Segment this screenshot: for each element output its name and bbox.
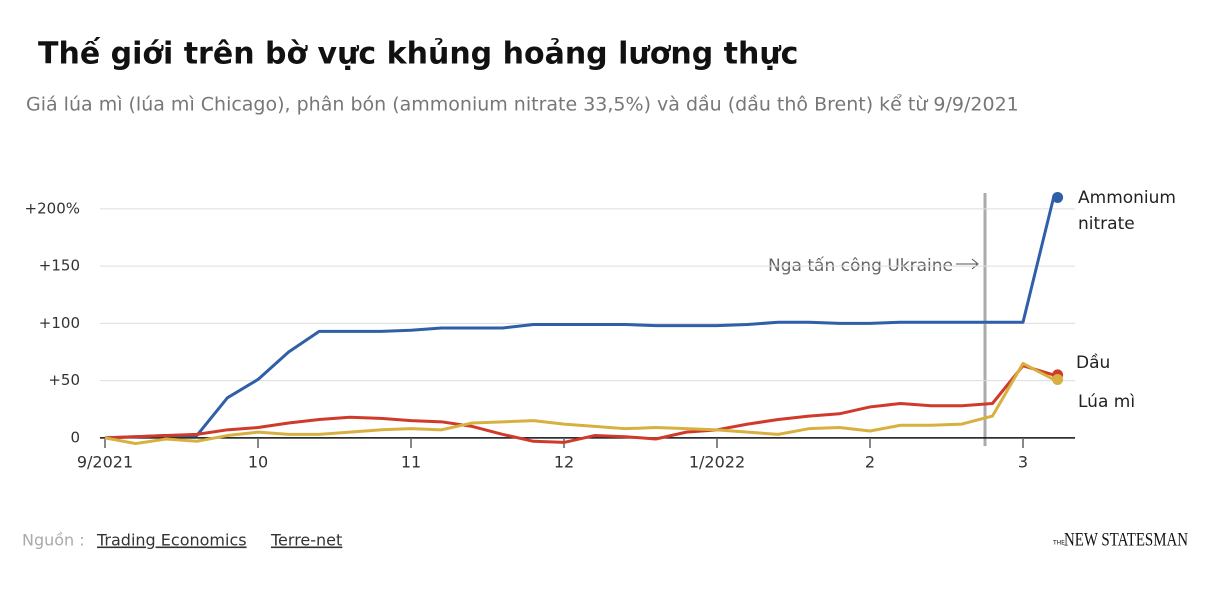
y-tick-label: +100 — [39, 314, 80, 332]
legend-label: Ammonium nitrate — [1078, 188, 1176, 234]
legend-label: Dầu — [1076, 353, 1111, 373]
series-line — [104, 361, 1055, 446]
y-tick-label: +150 — [39, 257, 80, 275]
annotation-arrow — [956, 258, 979, 270]
source-label: Nguồn : — [22, 531, 85, 550]
source-link[interactable]: Trading Economics — [96, 531, 247, 550]
x-tick-label: 3 — [1018, 453, 1028, 472]
y-tick-label: +50 — [48, 371, 80, 389]
legend-label: Lúa mì — [1078, 392, 1136, 412]
annotation: Nga tấn công Ukraine — [768, 255, 953, 276]
series-line — [104, 197, 1056, 440]
x-tick-label: 9/2021 — [77, 453, 133, 472]
x-tick-label: 10 — [248, 453, 268, 472]
end-dot — [1052, 373, 1064, 385]
y-tick-label: 0 — [70, 428, 80, 446]
end-dot — [1052, 191, 1064, 203]
x-tick-label: 1/2022 — [689, 453, 745, 472]
x-tick-label: 11 — [401, 453, 421, 472]
y-tick-label: +200% — [25, 199, 80, 217]
series-line — [104, 364, 1055, 444]
source-link[interactable]: Terre-net — [270, 531, 342, 550]
chart-title: Thế giới trên bờ vực khủng hoảng lương t… — [38, 37, 798, 72]
chart-subtitle: Giá lúa mì (lúa mì Chicago), phân bón (a… — [26, 94, 1019, 116]
x-tick-label: 2 — [865, 453, 875, 472]
x-tick-label: 12 — [554, 453, 574, 472]
logo-small: THE — [1052, 540, 1065, 547]
logo: NEW STATESMAN — [1064, 529, 1188, 550]
